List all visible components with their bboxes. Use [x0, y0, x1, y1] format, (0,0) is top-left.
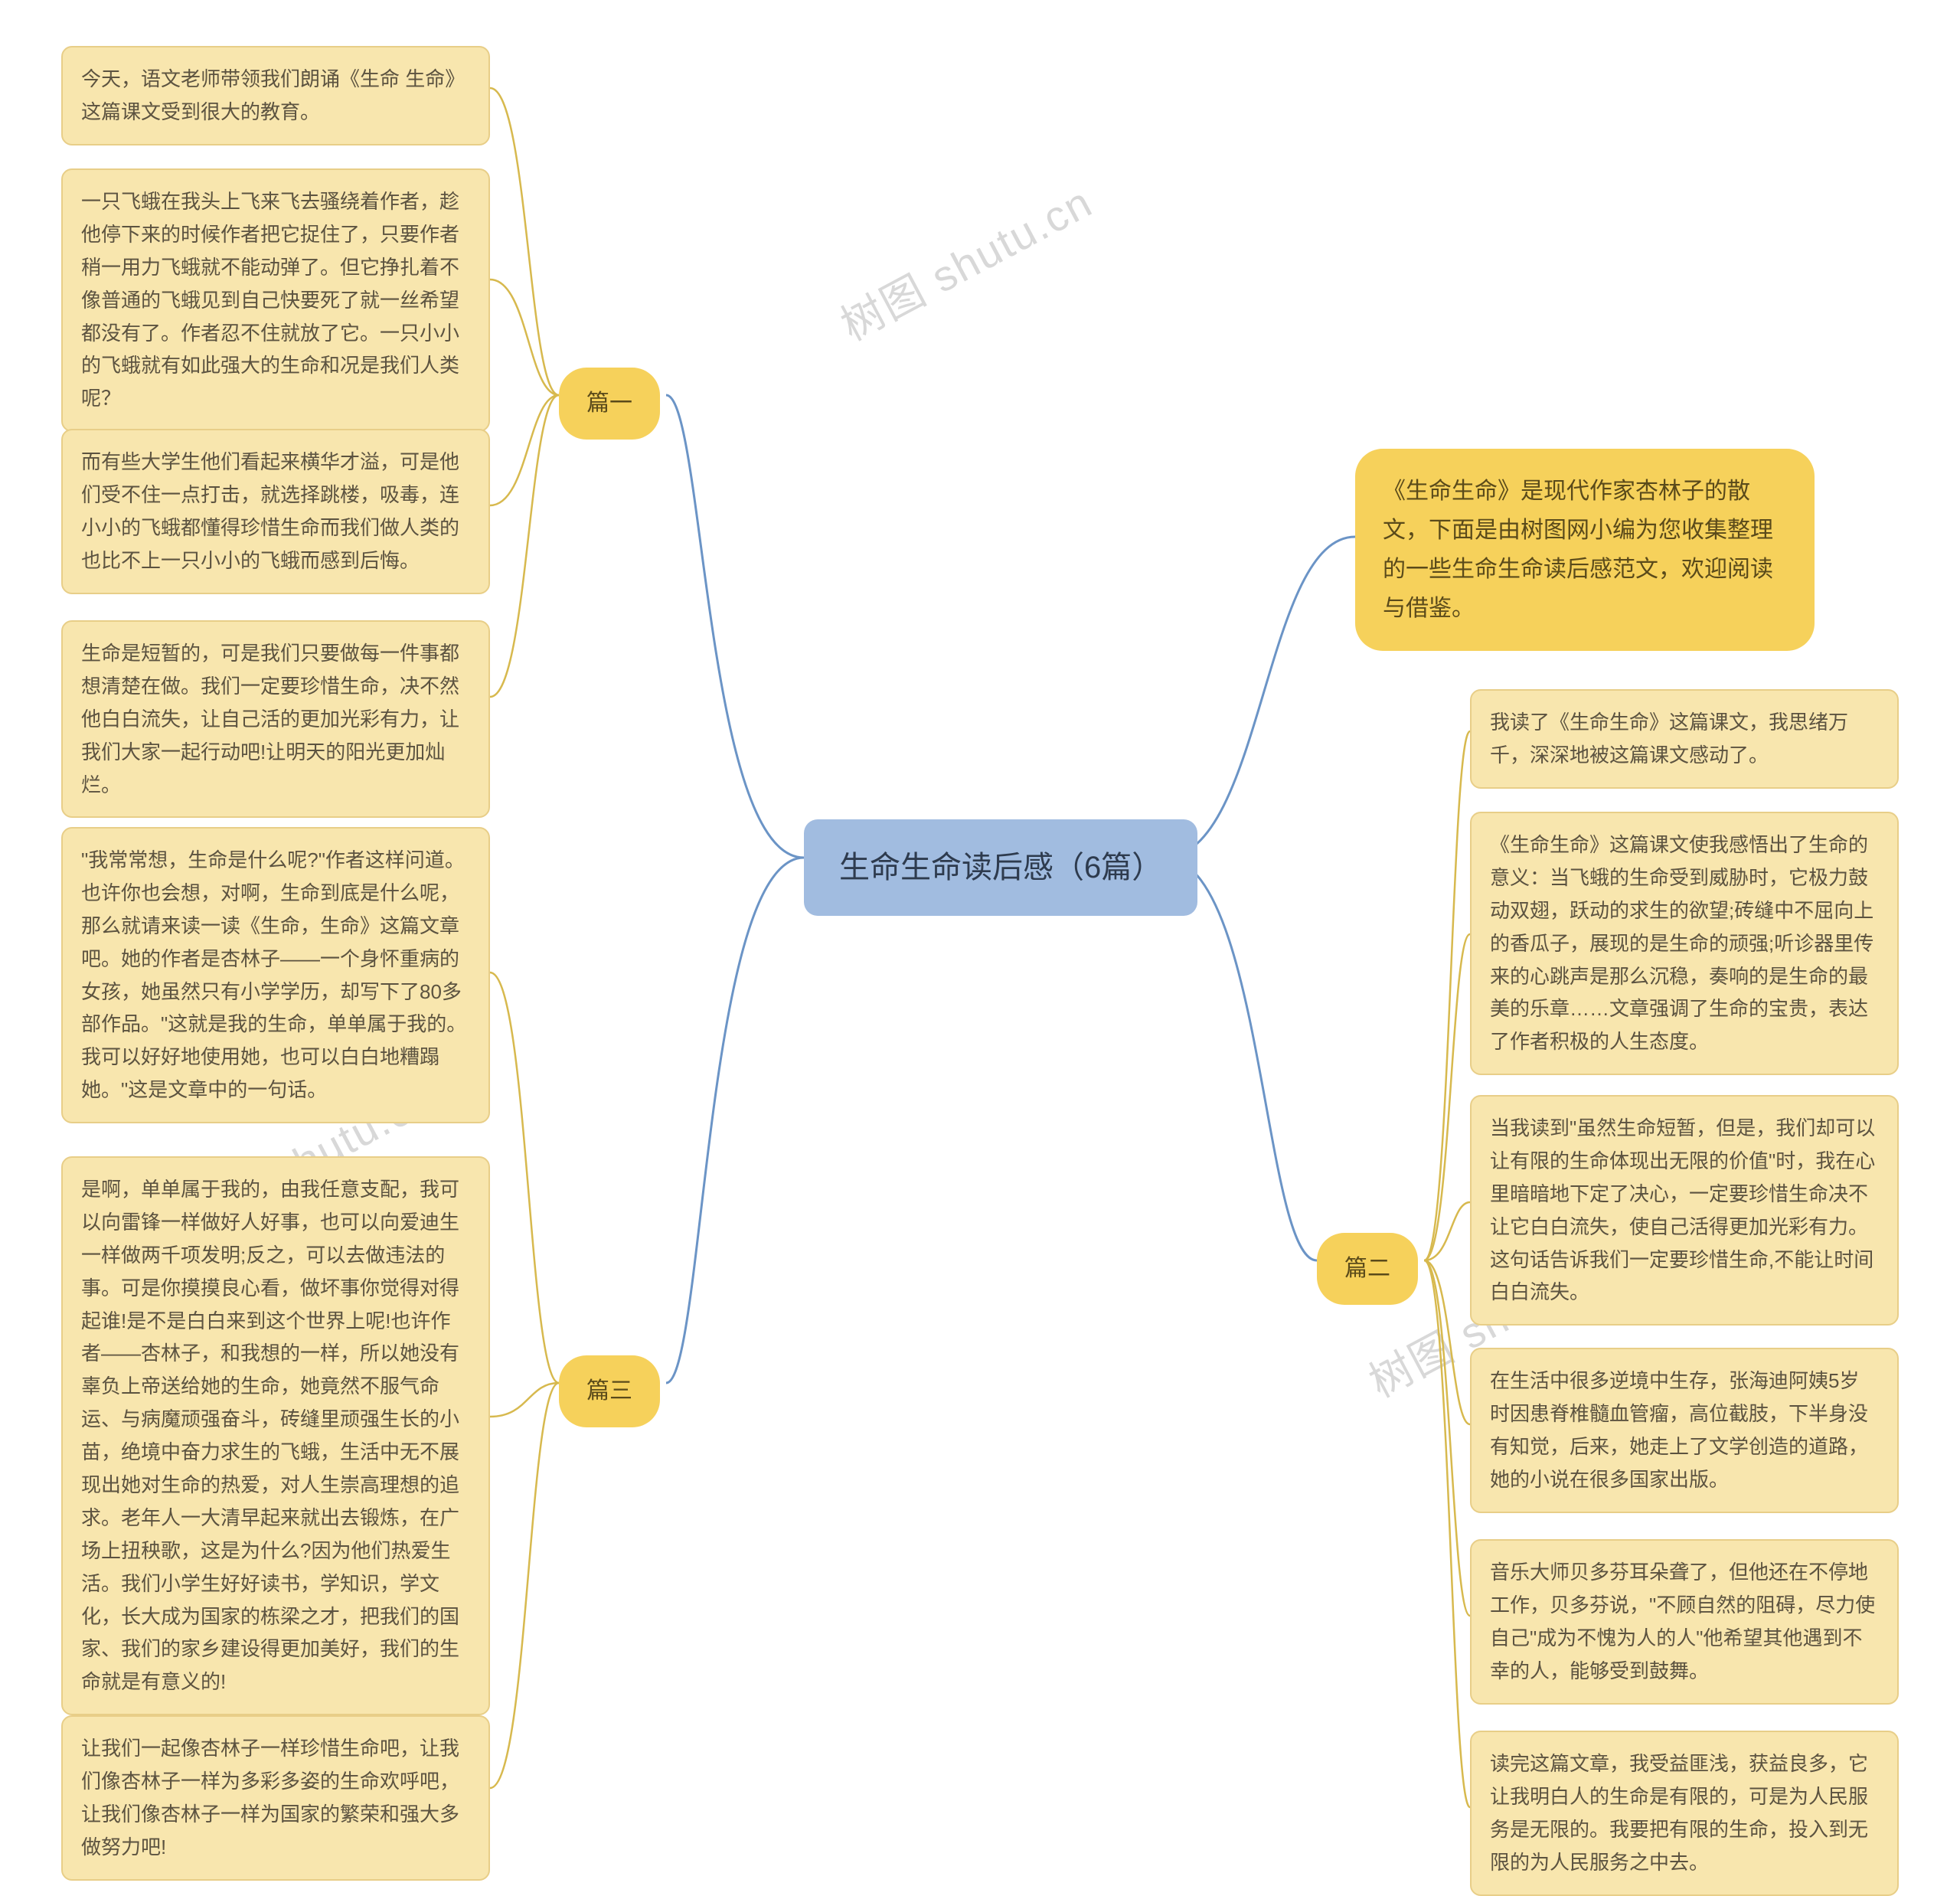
- leaf-text: 《生命生命》这篇课文使我感悟出了生命的意义：当飞蛾的生命受到威胁时，它极力鼓动双…: [1490, 833, 1873, 1053]
- leaf-text: 音乐大师贝多芬耳朵聋了，但他还在不停地工作，贝多芬说，"不顾自然的阻碍，尽力使自…: [1490, 1561, 1875, 1682]
- leaf-text: 当我读到"虽然生命短暂，但是，我们却可以让有限的生命体现出无限的价值"时，我在心…: [1490, 1116, 1875, 1303]
- leaf-text: 读完这篇文章，我受益匪浅，获益良多，它让我明白人的生命是有限的，可是为人民服务是…: [1490, 1752, 1868, 1874]
- leaf-node: 生命是短暂的，可是我们只要做每一件事都想清楚在做。我们一定要珍惜生命，决不然他白…: [61, 620, 490, 818]
- leaf-node: 是啊，单单属于我的，由我任意支配，我可以向雷锋一样做好人好事，也可以向爱迪生一样…: [61, 1156, 490, 1715]
- leaf-node: 当我读到"虽然生命短暂，但是，我们却可以让有限的生命体现出无限的价值"时，我在心…: [1470, 1095, 1899, 1326]
- branch-label: 篇一: [586, 391, 632, 416]
- watermark: 树图 shutu.cn: [828, 168, 1102, 353]
- leaf-node: 我读了《生命生命》这篇课文，我思绪万千，深深地被这篇课文感动了。: [1470, 689, 1899, 789]
- leaf-node: 读完这篇文章，我受益匪浅，获益良多，它让我明白人的生命是有限的，可是为人民服务是…: [1470, 1731, 1899, 1896]
- branch-label: 篇三: [586, 1378, 632, 1404]
- branch-label: 篇二: [1344, 1256, 1390, 1281]
- leaf-text: 生命是短暂的，可是我们只要做每一件事都想清楚在做。我们一定要珍惜生命，决不然他白…: [81, 642, 459, 796]
- leaf-node: 而有些大学生他们看起来横华才溢，可是他们受不住一点打击，就选择跳楼，吸毒，连小小…: [61, 429, 490, 594]
- leaf-text: 而有些大学生他们看起来横华才溢，可是他们受不住一点打击，就选择跳楼，吸毒，连小小…: [81, 450, 459, 572]
- leaf-node: "我常常想，生命是什么呢?"作者这样问道。也许你也会想，对啊，生命到底是什么呢，…: [61, 827, 490, 1123]
- intro-text: 《生命生命》是现代作家杏林子的散文，下面是由树图网小编为您收集整理的一些生命生命…: [1383, 479, 1773, 621]
- branch-node-3: 篇三: [559, 1355, 660, 1427]
- leaf-text: 让我们一起像杏林子一样珍惜生命吧，让我们像杏林子一样为多彩多姿的生命欢呼吧，让我…: [81, 1737, 459, 1858]
- leaf-text: 是啊，单单属于我的，由我任意支配，我可以向雷锋一样做好人好事，也可以向爱迪生一样…: [81, 1178, 459, 1693]
- leaf-text: "我常常想，生命是什么呢?"作者这样问道。也许你也会想，对啊，生命到底是什么呢，…: [81, 848, 466, 1101]
- leaf-node: 音乐大师贝多芬耳朵聋了，但他还在不停地工作，贝多芬说，"不顾自然的阻碍，尽力使自…: [1470, 1539, 1899, 1705]
- leaf-node: 一只飞蛾在我头上飞来飞去骚绕着作者，趁他停下来的时候作者把它捉住了，只要作者稍一…: [61, 168, 490, 432]
- branch-node-2: 篇二: [1317, 1233, 1418, 1305]
- branch-node-1: 篇一: [559, 368, 660, 440]
- center-label: 生命生命读后感（6篇）: [839, 851, 1162, 884]
- leaf-text: 在生活中很多逆境中生存，张海迪阿姨5岁时因患脊椎髓血管瘤，高位截肢，下半身没有知…: [1490, 1369, 1868, 1491]
- leaf-text: 一只飞蛾在我头上飞来飞去骚绕着作者，趁他停下来的时候作者把它捉住了，只要作者稍一…: [81, 190, 459, 410]
- intro-node: 《生命生命》是现代作家杏林子的散文，下面是由树图网小编为您收集整理的一些生命生命…: [1355, 449, 1815, 651]
- leaf-node: 在生活中很多逆境中生存，张海迪阿姨5岁时因患脊椎髓血管瘤，高位截肢，下半身没有知…: [1470, 1348, 1899, 1513]
- leaf-node: 《生命生命》这篇课文使我感悟出了生命的意义：当飞蛾的生命受到威胁时，它极力鼓动双…: [1470, 812, 1899, 1075]
- leaf-text: 今天，语文老师带领我们朗诵《生命 生命》这篇课文受到很大的教育。: [81, 67, 465, 123]
- leaf-node: 让我们一起像杏林子一样珍惜生命吧，让我们像杏林子一样为多彩多姿的生命欢呼吧，让我…: [61, 1715, 490, 1881]
- leaf-node: 今天，语文老师带领我们朗诵《生命 生命》这篇课文受到很大的教育。: [61, 46, 490, 145]
- leaf-text: 我读了《生命生命》这篇课文，我思绪万千，深深地被这篇课文感动了。: [1490, 711, 1848, 767]
- center-node: 生命生命读后感（6篇）: [804, 819, 1197, 916]
